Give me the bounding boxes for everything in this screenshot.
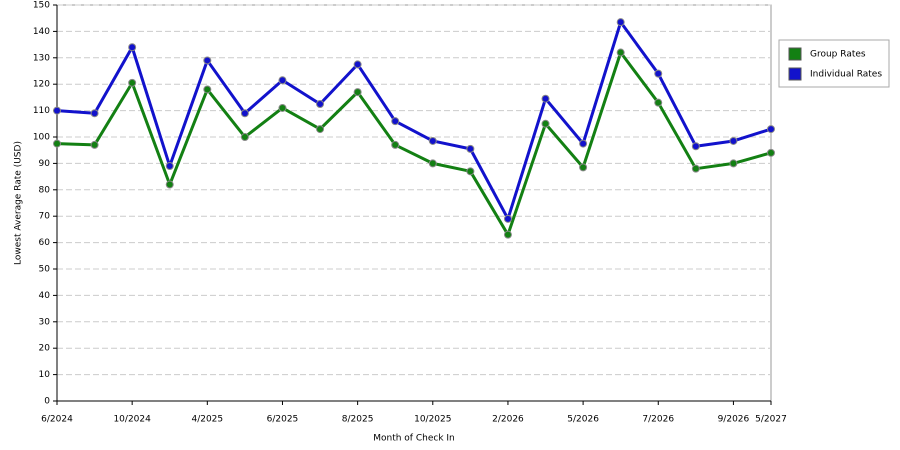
data-point [391,140,400,149]
data-point [165,162,174,171]
legend-label: Individual Rates [810,70,882,80]
data-point [316,100,325,108]
data-point [767,125,775,134]
data-point [579,163,588,172]
data-point [128,43,137,52]
y-tick-label: 130 [33,53,50,63]
data-point [616,18,625,27]
x-axis-label: Month of Check In [373,434,455,444]
y-tick-label: 120 [33,80,50,90]
data-point [729,136,738,145]
y-tick-label: 80 [39,185,51,195]
x-tick-label: 10/2024 [113,415,151,425]
legend-label: Group Rates [810,50,866,60]
series-line [56,20,772,221]
data-point [466,167,475,176]
data-point [278,103,287,112]
data-point [729,159,738,168]
x-tick-label: 4/2025 [191,415,223,425]
x-tick-label: 5/2026 [567,415,599,425]
legend-swatch [788,47,802,61]
data-point [616,48,625,57]
data-point [165,180,174,189]
x-tick-label: 6/2024 [41,415,73,425]
plot-area [56,4,772,402]
data-point [278,76,287,85]
data-point [90,140,99,149]
y-tick-label: 50 [39,265,51,275]
data-point [53,139,61,148]
x-tick-label: 10/2025 [414,415,451,425]
data-point [654,69,663,78]
data-point [353,88,362,97]
data-point [240,109,249,118]
data-point [316,125,325,134]
x-tick-label: 2/2026 [492,415,524,425]
data-point [53,106,61,115]
data-point [541,119,550,128]
data-point [391,117,400,126]
data-point [767,148,775,157]
data-point [203,85,212,94]
data-point [90,109,99,118]
x-tick-label: 8/2025 [342,415,374,425]
data-point [428,159,437,168]
y-tick-label: 140 [33,27,50,37]
y-tick-label: 90 [39,159,51,169]
y-tick-label: 40 [39,291,51,301]
x-tick-label: 6/2025 [267,415,299,425]
data-point [466,144,475,153]
y-tick-label: 150 [33,1,50,11]
data-point [428,136,437,145]
y-tick-label: 60 [39,238,51,248]
y-tick-label: 0 [44,397,50,407]
legend-swatch [788,67,802,81]
data-point [503,214,512,223]
x-tick-label: 5/2027 [755,415,787,425]
data-point [691,142,700,151]
y-tick-label: 10 [39,370,51,380]
series-line [56,51,772,237]
y-tick-label: 20 [39,344,51,354]
y-tick-label: 70 [39,212,51,222]
data-point [579,139,588,148]
y-axis-label: Lowest Average Rate (USD) [14,141,24,265]
data-point [353,60,362,69]
data-point [503,230,512,239]
data-point [691,164,700,173]
data-point [541,94,550,103]
y-tick-label: 30 [39,317,51,327]
data-point [128,78,137,87]
data-point [240,133,249,141]
data-point [203,56,212,65]
data-point [654,98,663,107]
y-tick-label: 100 [33,133,50,143]
y-tick-label: 110 [33,106,50,116]
x-tick-label: 9/2026 [718,415,750,425]
x-tick-label: 7/2026 [642,415,674,425]
